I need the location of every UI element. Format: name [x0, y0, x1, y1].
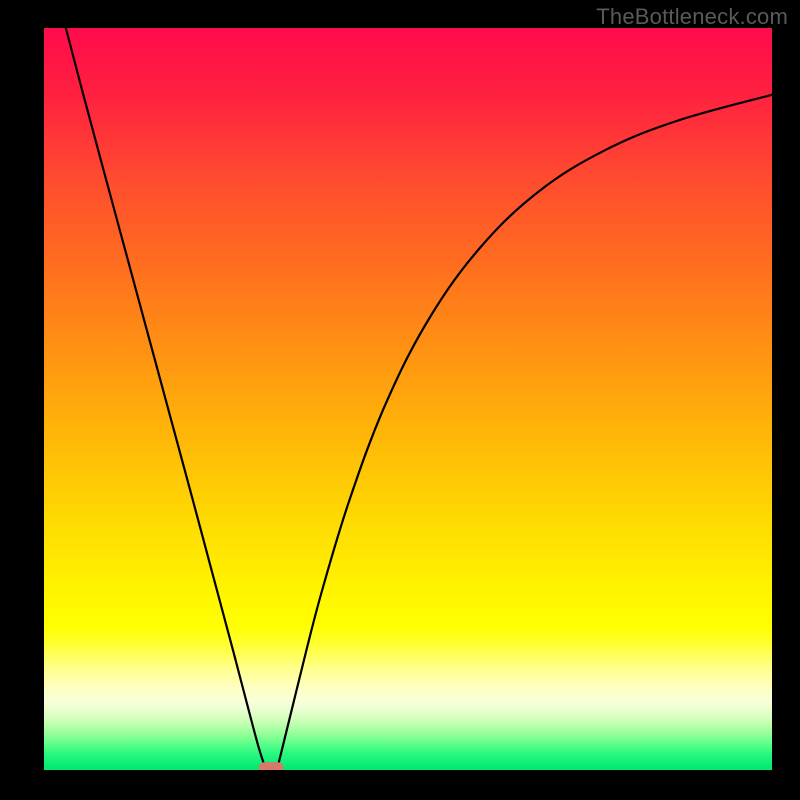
curve-left-branch [66, 28, 266, 770]
minimum-marker [259, 762, 284, 770]
watermark-text: TheBottleneck.com [596, 4, 788, 30]
curve-right-branch [277, 95, 772, 770]
curve-layer [44, 28, 772, 770]
plot-area [44, 28, 772, 770]
